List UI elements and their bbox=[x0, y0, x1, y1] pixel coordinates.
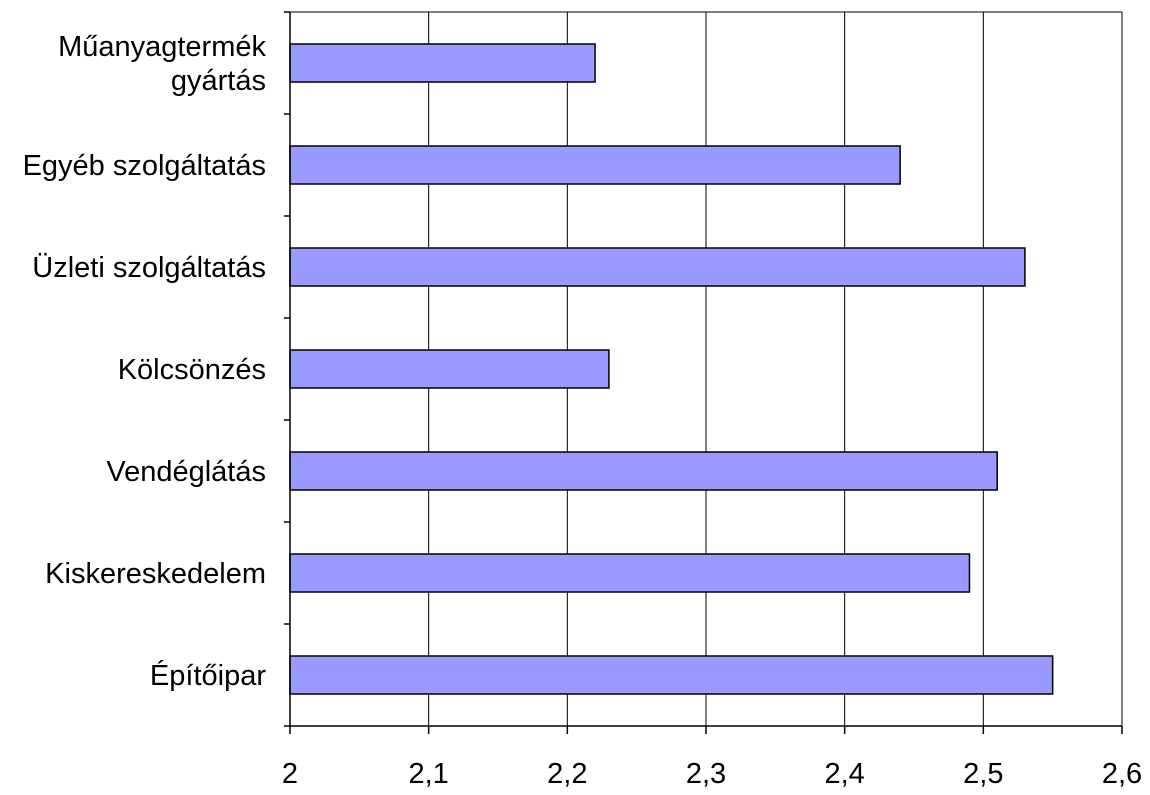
category-label: Egyéb szolgáltatás bbox=[23, 150, 266, 182]
x-tick-label: 2 bbox=[282, 758, 298, 790]
x-tick-label: 2,4 bbox=[825, 758, 865, 790]
category-label: Üzleti szolgáltatás bbox=[32, 252, 266, 284]
bar bbox=[289, 655, 1054, 695]
category-labels: Műanyagtermék gyártás Egyéb szolgáltatás Üz… bbox=[23, 31, 267, 692]
x-tick-label: 2,5 bbox=[963, 758, 1003, 790]
category-label: Építőipar bbox=[150, 659, 266, 692]
bar bbox=[289, 553, 971, 593]
bar bbox=[289, 247, 1026, 287]
gridlines bbox=[428, 12, 1123, 726]
x-tick-label: 2,3 bbox=[686, 758, 726, 790]
axes bbox=[284, 11, 1123, 734]
bar bbox=[289, 451, 998, 491]
category-label: Műanyagtermék gyártás bbox=[58, 31, 266, 97]
category-label: Kiskereskedelem bbox=[45, 558, 266, 590]
x-tick-label: 2,1 bbox=[409, 758, 449, 790]
x-tick-labels: 2 2,1 2,2 2,3 2,4 2,5 2,6 bbox=[282, 758, 1142, 790]
bar bbox=[289, 349, 610, 389]
bars bbox=[289, 43, 1054, 695]
category-label: Vendéglátás bbox=[106, 456, 266, 488]
x-tick-label: 2,2 bbox=[547, 758, 587, 790]
category-label: Kölcsönzés bbox=[118, 354, 266, 386]
bar bbox=[289, 145, 901, 185]
bar bbox=[289, 43, 596, 83]
x-tick-label: 2,6 bbox=[1102, 758, 1142, 790]
